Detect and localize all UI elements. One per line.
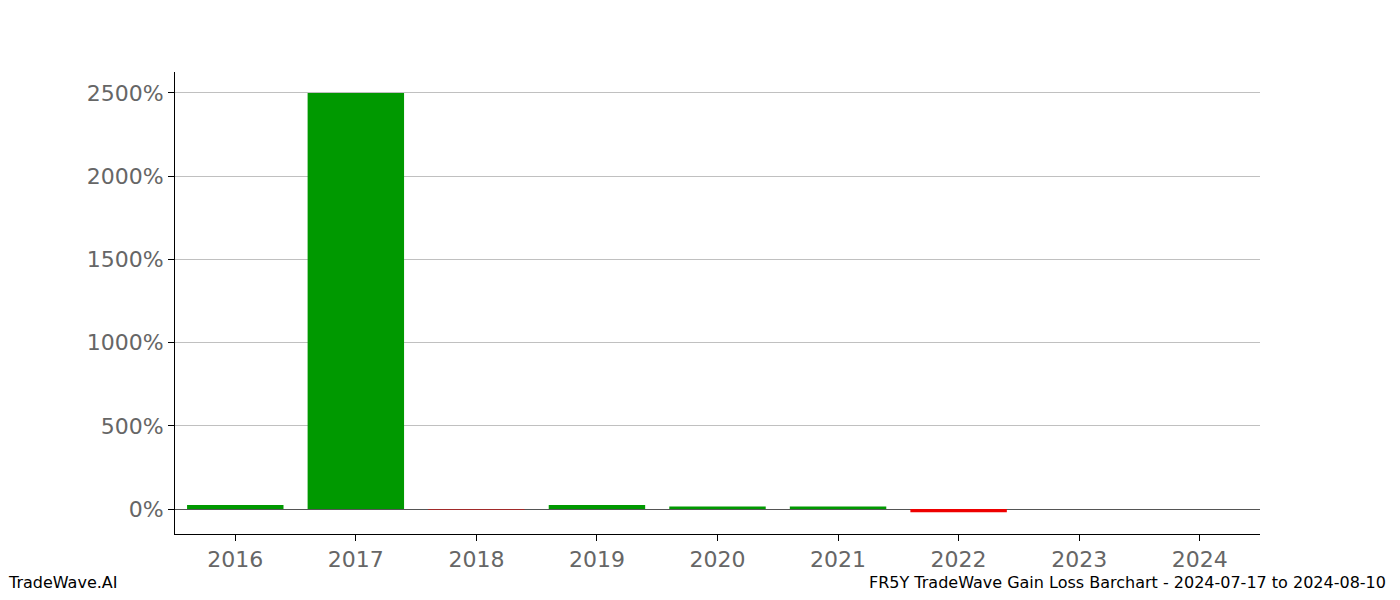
svg-text:2022: 2022: [931, 547, 987, 572]
svg-text:2000%: 2000%: [87, 164, 164, 189]
svg-text:2018: 2018: [448, 547, 504, 572]
svg-text:TradeWave.AI: TradeWave.AI: [8, 573, 117, 592]
svg-text:FR5Y TradeWave Gain Loss Barch: FR5Y TradeWave Gain Loss Barchart - 2024…: [869, 573, 1386, 592]
svg-text:2021: 2021: [810, 547, 866, 572]
svg-text:1500%: 1500%: [87, 247, 164, 272]
svg-text:2020: 2020: [690, 547, 746, 572]
svg-text:1000%: 1000%: [87, 330, 164, 355]
svg-text:2017: 2017: [328, 547, 384, 572]
svg-text:500%: 500%: [101, 414, 164, 439]
svg-text:2019: 2019: [569, 547, 625, 572]
svg-text:2500%: 2500%: [87, 81, 164, 106]
svg-text:2023: 2023: [1051, 547, 1107, 572]
svg-text:2024: 2024: [1172, 547, 1228, 572]
svg-text:0%: 0%: [129, 497, 164, 522]
svg-text:2016: 2016: [207, 547, 263, 572]
